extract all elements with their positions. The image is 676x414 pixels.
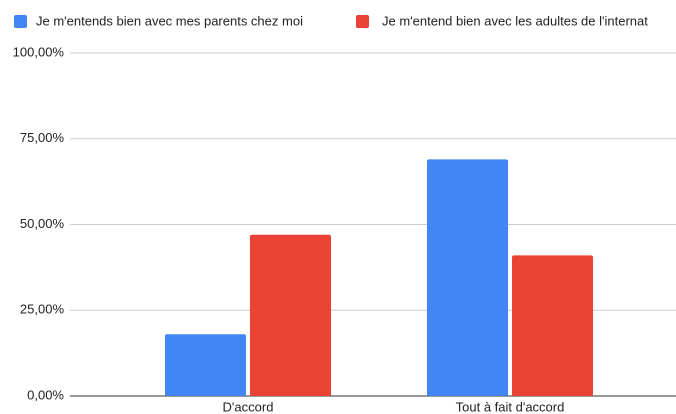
legend-label: Je m'entend bien avec les adultes de l'i… (382, 13, 648, 28)
y-tick-label: 75,00% (20, 130, 65, 145)
bar (250, 234, 331, 396)
bar (427, 159, 508, 396)
legend-swatch (14, 15, 27, 28)
x-tick-label: D'accord (223, 399, 274, 414)
y-tick-label: 100,00% (13, 44, 65, 59)
y-tick-label: 0,00% (27, 387, 64, 402)
legend-label: Je m'entends bien avec mes parents chez … (36, 13, 303, 28)
bar (512, 255, 593, 396)
legend-swatch (356, 15, 369, 28)
y-tick-label: 25,00% (20, 302, 65, 317)
x-tick-label: Tout à fait d'accord (456, 399, 565, 414)
bar (165, 334, 246, 396)
y-tick-label: 50,00% (20, 216, 65, 231)
